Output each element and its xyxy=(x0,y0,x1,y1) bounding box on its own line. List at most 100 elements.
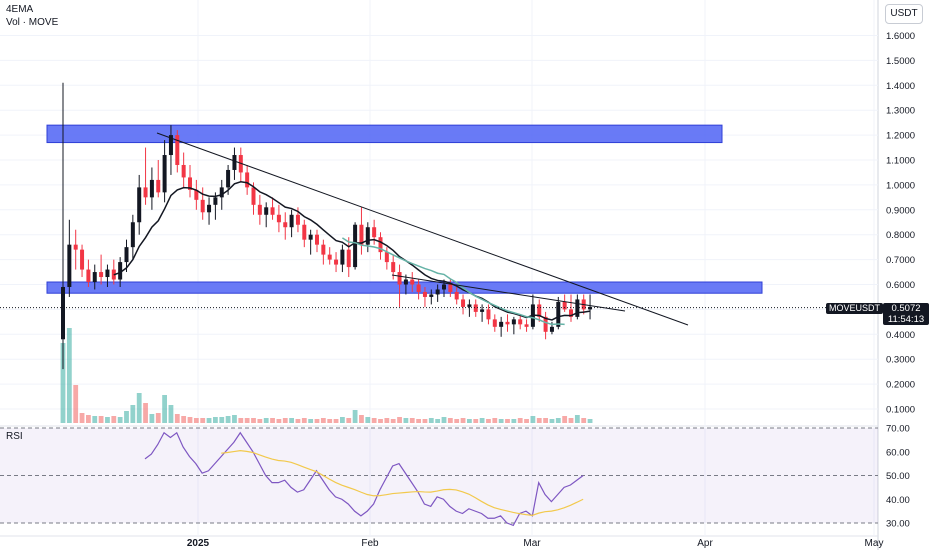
volume-bar xyxy=(244,418,250,423)
current-price-value: 0.5072 xyxy=(891,303,921,314)
symbol-price-label: MOVEUSDT xyxy=(826,303,884,314)
candle-body xyxy=(467,304,472,307)
volume-bar xyxy=(428,418,434,423)
price-tick-label: 0.3000 xyxy=(886,355,915,366)
time-tick-label: Apr xyxy=(697,538,713,549)
candle-body xyxy=(188,177,192,190)
volume-legend[interactable]: Vol · MOVE xyxy=(6,17,59,28)
currency-badge[interactable]: USDT xyxy=(885,4,923,24)
price-tick-label: 0.4000 xyxy=(886,330,915,341)
candle-body xyxy=(302,224,307,240)
candle-body xyxy=(359,224,364,245)
moving-average-line xyxy=(341,237,565,326)
time-tick-label: Mar xyxy=(523,538,541,549)
price-tick-label: 0.6000 xyxy=(886,280,915,291)
volume-bar xyxy=(441,417,447,423)
volume-bar xyxy=(105,417,110,423)
volume-bar xyxy=(390,419,396,423)
volume-bar xyxy=(327,419,333,423)
volume-bar xyxy=(340,417,345,423)
volume-bar xyxy=(352,410,358,423)
candle-body xyxy=(378,237,383,253)
candle-body xyxy=(219,187,224,198)
candle-body xyxy=(499,321,504,327)
volume-bar xyxy=(447,418,453,423)
volume-bar xyxy=(206,418,212,423)
price-tick-label: 1.0000 xyxy=(886,180,915,191)
candle-body xyxy=(99,272,104,278)
candle-body xyxy=(435,289,440,295)
candle-body xyxy=(283,222,288,228)
volume-bar xyxy=(174,414,180,423)
volume-bar xyxy=(574,415,580,423)
volume-bar xyxy=(359,415,364,423)
candle-body xyxy=(181,164,186,178)
candle-body xyxy=(492,319,497,327)
volume-bar xyxy=(524,419,529,423)
candle-body xyxy=(289,214,294,228)
volume-bar xyxy=(187,417,193,423)
rsi-tick-label: 50.00 xyxy=(886,471,910,482)
volume-bar xyxy=(289,418,294,423)
candle-body xyxy=(194,189,199,200)
candle-body xyxy=(270,207,275,215)
candle-body xyxy=(200,199,205,213)
candle-body xyxy=(480,309,485,312)
price-tick-label: 0.2000 xyxy=(886,380,915,391)
price-tick-label: 1.2000 xyxy=(886,131,915,142)
candle-body xyxy=(422,291,427,297)
candle-body xyxy=(588,306,593,310)
volume-bar xyxy=(136,393,142,423)
volume-bar xyxy=(111,416,117,423)
volume-bar xyxy=(117,417,123,423)
volume-bar xyxy=(511,419,517,423)
volume-bar xyxy=(181,416,187,423)
candle-body xyxy=(86,269,91,283)
volume-bar xyxy=(568,418,574,423)
volume-bar xyxy=(536,418,542,423)
rsi-tick-label: 40.00 xyxy=(886,495,910,506)
candle-body xyxy=(168,135,173,156)
volume-bar xyxy=(314,419,320,423)
volume-bar xyxy=(416,419,421,423)
candle-body xyxy=(562,301,567,310)
candle-body xyxy=(276,214,281,223)
candle-body xyxy=(73,244,78,250)
volume-bar xyxy=(409,418,415,423)
rsi-legend[interactable]: RSI xyxy=(6,431,23,442)
price-tick-label: 0.7000 xyxy=(886,255,915,266)
volume-bar xyxy=(346,418,352,423)
candle-body xyxy=(505,321,510,325)
volume-bar xyxy=(193,418,199,423)
volume-bar xyxy=(257,419,263,423)
descending-trendline xyxy=(156,132,689,326)
rsi-tick-label: 60.00 xyxy=(886,447,910,458)
volume-bar xyxy=(505,419,510,423)
volume-bar xyxy=(549,419,555,423)
indicator-legend[interactable]: 4EMA xyxy=(6,4,34,15)
candle-body xyxy=(245,172,250,188)
volume-bar xyxy=(168,405,174,423)
candle-body xyxy=(264,207,269,215)
candle-body xyxy=(397,272,402,285)
price-tick-label: 1.1000 xyxy=(886,156,915,167)
candle-body xyxy=(473,304,478,312)
volume-bar xyxy=(92,416,98,423)
volume-bar xyxy=(422,419,428,423)
volume-bar xyxy=(498,419,504,423)
volume-bar xyxy=(473,419,479,423)
time-tick-label: Feb xyxy=(361,538,379,549)
candle-body xyxy=(137,187,142,223)
volume-bar xyxy=(162,395,167,423)
volume-bar xyxy=(308,419,314,423)
candle-body xyxy=(149,179,154,198)
current-price-tag: 0.5072 11:54:13 xyxy=(883,303,929,325)
volume-bar xyxy=(555,418,561,423)
rsi-ma-line xyxy=(221,450,584,516)
volume-bar xyxy=(155,413,161,423)
volume-bar xyxy=(213,417,218,423)
volume-bar xyxy=(238,418,244,423)
candle-body xyxy=(207,204,212,213)
volume-bar xyxy=(251,418,256,423)
